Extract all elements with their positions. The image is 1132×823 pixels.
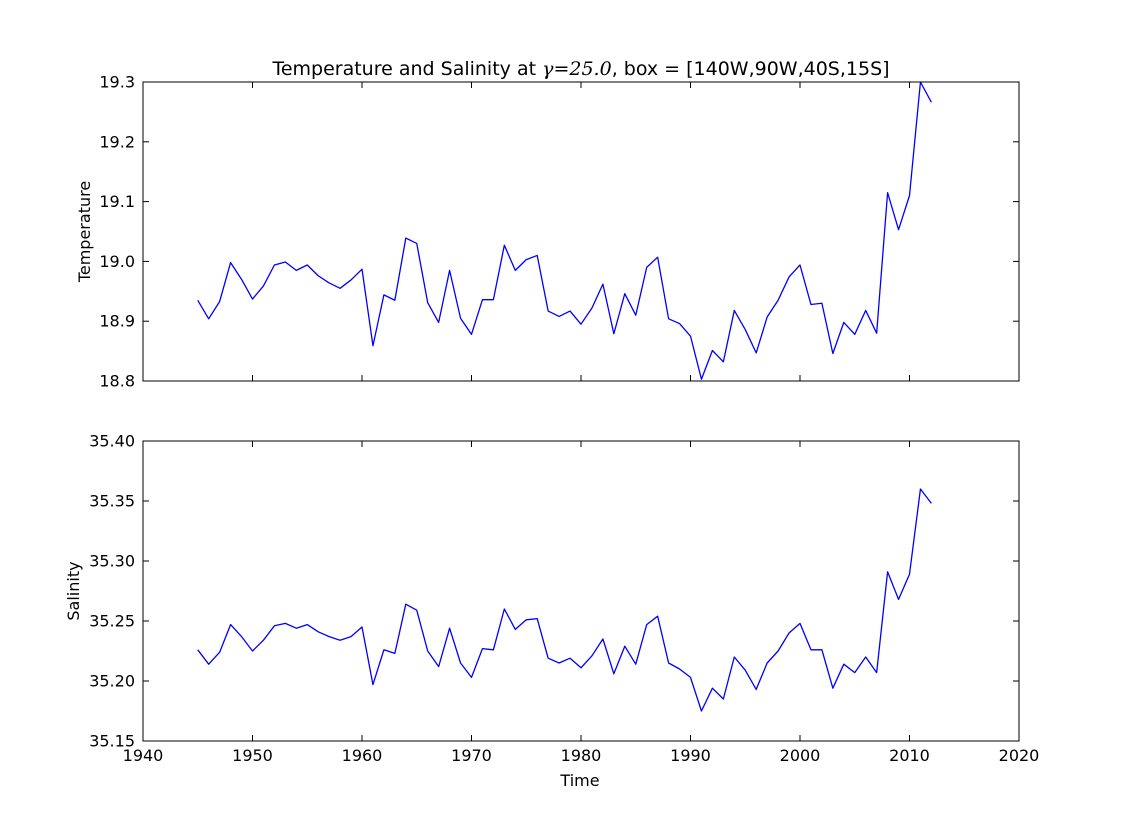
salinity-y-axis-label: Salinity	[64, 561, 83, 620]
y-tick-label: 19.2	[99, 132, 135, 151]
salinity-panel: 1940 1950 1960 1970 1980 1990 2000 2010 2020 35.1…	[64, 432, 1039, 791]
temperature-panel: 18.8 18.9 19.0 19.1 19.2 19.3 Temperature	[75, 73, 1020, 391]
x-tick-label: 2020	[999, 746, 1040, 765]
x-tick-label: 1980	[561, 746, 602, 765]
salinity-series-line	[197, 488, 932, 712]
x-axis-label: Time	[559, 771, 599, 790]
y-tick-label: 35.15	[89, 732, 135, 751]
title-prefix: Temperature and Salinity at	[271, 58, 542, 80]
y-tick-label: 19.3	[99, 73, 135, 92]
x-tick-label: 2000	[780, 746, 821, 765]
y-tick-label: 19.0	[99, 252, 135, 271]
y-tick-label: 35.20	[89, 672, 135, 691]
x-tick-label: 1990	[670, 746, 711, 765]
y-tick-label: 35.35	[89, 492, 135, 511]
y-tick-label: 35.25	[89, 612, 135, 631]
x-tick-label: 1950	[232, 746, 273, 765]
title-suffix: , box = [140W,90W,40S,15S]	[612, 58, 890, 80]
chart-title: Temperature and Salinity at γ=25.0, box …	[271, 58, 889, 80]
y-tick-label: 35.30	[89, 552, 135, 571]
y-tick-label: 18.8	[99, 372, 135, 391]
y-tick-label: 35.40	[89, 432, 135, 451]
x-tick-label: 1960	[342, 746, 383, 765]
y-tick-label: 19.1	[99, 192, 135, 211]
temperature-series-line	[197, 81, 932, 380]
x-tick-label: 1940	[123, 746, 164, 765]
title-math: γ=25.0	[542, 58, 612, 80]
y-tick-label: 18.9	[99, 312, 135, 331]
x-tick-label: 2010	[889, 746, 930, 765]
salinity-axes-frame	[142, 440, 1020, 742]
temperature-y-axis-label: Temperature	[75, 181, 94, 283]
x-tick-label: 1970	[451, 746, 492, 765]
temperature-axes-frame	[142, 81, 1020, 382]
